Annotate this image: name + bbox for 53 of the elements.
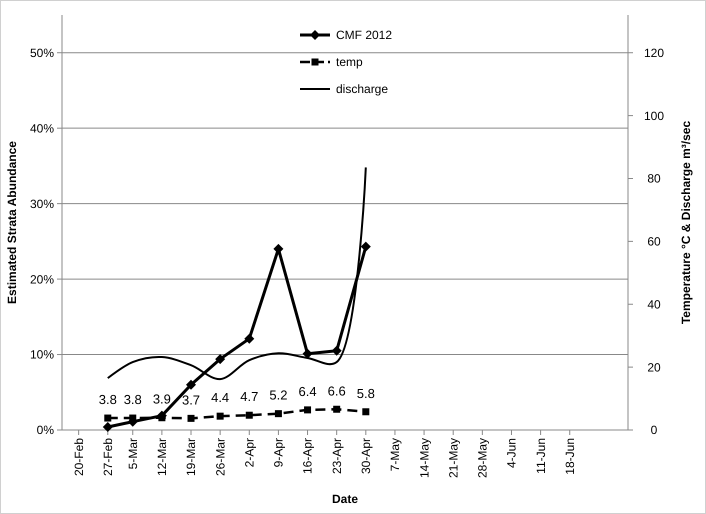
y2-tick-label: 80 [647, 172, 661, 186]
data-label: 6.6 [328, 383, 346, 398]
y2-tick-label: 20 [647, 360, 661, 374]
data-label: 4.7 [240, 389, 258, 404]
x-tick-label: 4-Jun [504, 438, 519, 468]
x-tick-label: 26-Mar [213, 438, 228, 476]
x-tick-label: 14-May [417, 438, 432, 478]
y-tick-label: 40% [30, 121, 54, 136]
y-tick-label: 50% [30, 46, 54, 60]
x-axis-title: Date [332, 492, 358, 506]
x-tick-label: 19-Mar [184, 438, 198, 476]
x-tick-label: 20-Feb [72, 438, 86, 476]
x-tick-label: 23-Apr [330, 438, 344, 474]
y-tick-label: 20% [30, 272, 54, 286]
data-label: 5.8 [356, 386, 375, 401]
x-tick-label: 12-Mar [155, 438, 170, 476]
legend-label: CMF 2012 [336, 28, 392, 42]
x-tick-label: 27-Feb [100, 438, 115, 476]
point [215, 354, 226, 364]
y2-tick-label: 0 [650, 423, 658, 438]
y2-tick-label: 100 [644, 108, 664, 123]
x-tick-label: 5-Mar [126, 438, 140, 470]
x-tick-label: 7-May [388, 438, 402, 472]
point [302, 348, 313, 359]
point [332, 346, 342, 356]
x-tick-label: 21-May [446, 438, 460, 478]
point [244, 334, 254, 344]
data-label: 3.9 [152, 392, 171, 407]
y2-tick-label: 120 [644, 46, 664, 60]
data-label: 3.8 [98, 392, 117, 408]
y-axis-title: Estimated Strata Abundance [5, 140, 19, 304]
point [186, 380, 196, 390]
legend-label: temp [336, 55, 364, 70]
y-tick-label: 0% [36, 423, 54, 438]
y2-tick-label: 40 [647, 297, 661, 312]
x-tick-label: 28-May [476, 438, 490, 478]
legend-label: discharge [336, 82, 388, 96]
point [360, 242, 371, 252]
y-tick-label: 10% [30, 348, 54, 362]
x-tick-label: 2-Apr [242, 438, 256, 468]
data-label: 3.8 [124, 392, 142, 408]
x-tick-label: 16-Apr [300, 438, 315, 474]
data-label: 5.2 [269, 388, 288, 403]
data-label: 4.4 [211, 390, 230, 406]
y2-tick-label: 60 [647, 234, 661, 249]
x-tick-label: 30-Apr [359, 438, 374, 474]
data-label: 3.7 [182, 392, 200, 408]
data-label: 6.4 [298, 384, 317, 399]
y-tick-label: 30% [30, 196, 54, 211]
y2-axis-title: Temperature °C & Discharge m³/sec [679, 120, 693, 324]
x-tick-label: 9-Apr [272, 438, 286, 468]
x-tick-label: 11-Jun [534, 438, 548, 474]
x-tick-label: 18-Jun [562, 438, 577, 475]
